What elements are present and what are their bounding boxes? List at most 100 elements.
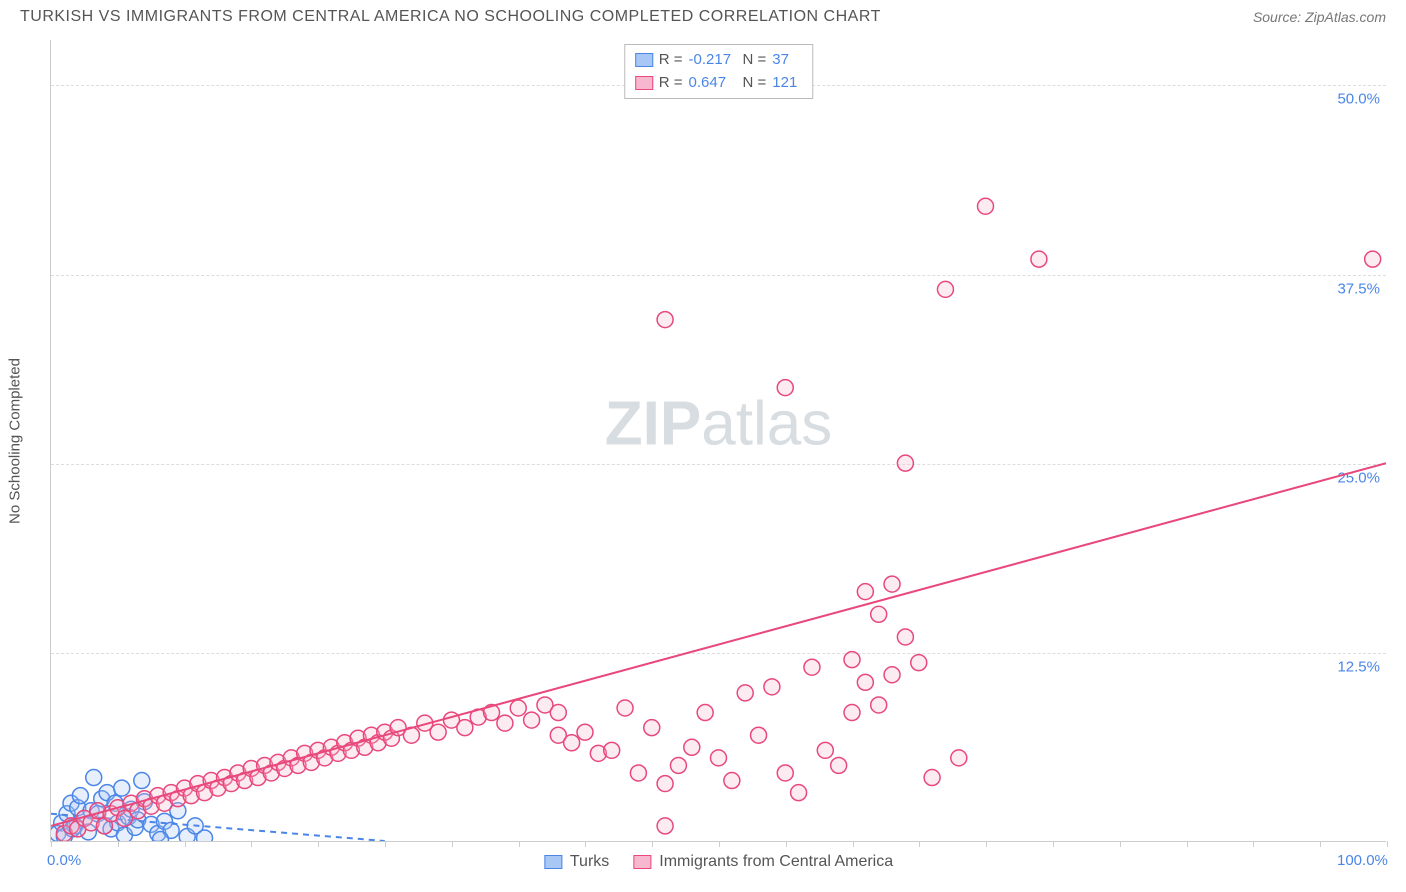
data-point <box>711 750 727 766</box>
regression-line <box>51 463 1386 826</box>
data-point <box>524 712 540 728</box>
data-point <box>897 629 913 645</box>
data-point <box>791 785 807 801</box>
x-tick-mark <box>51 841 52 847</box>
data-point <box>457 720 473 736</box>
r-label: R = <box>659 49 683 72</box>
x-tick-mark <box>919 841 920 847</box>
data-point <box>844 705 860 721</box>
plot-area: No Schooling Completed ZIPatlas R =-0.21… <box>50 40 1386 842</box>
data-point <box>152 831 168 841</box>
y-axis-label: No Schooling Completed <box>7 358 24 524</box>
n-label: N = <box>743 72 767 95</box>
data-point <box>550 705 566 721</box>
data-point <box>657 818 673 834</box>
legend-item: Immigrants from Central America <box>633 853 893 871</box>
x-tick-mark <box>1053 841 1054 847</box>
data-point <box>817 742 833 758</box>
data-point <box>978 198 994 214</box>
scatter-plot: ZIPatlas R =-0.217N =37R =0.647N =121 Tu… <box>50 40 1386 842</box>
r-value: -0.217 <box>689 49 737 72</box>
x-tick-mark <box>1187 841 1188 847</box>
data-point <box>497 715 513 731</box>
scatter-svg <box>51 40 1386 841</box>
data-point <box>114 780 130 796</box>
legend-label: Turks <box>570 853 609 871</box>
data-point <box>924 770 940 786</box>
x-tick-label: 0.0% <box>47 852 81 869</box>
legend-swatch <box>635 53 653 67</box>
x-tick-mark <box>652 841 653 847</box>
data-point <box>857 584 873 600</box>
x-tick-mark <box>986 841 987 847</box>
data-point <box>884 667 900 683</box>
x-tick-mark <box>118 841 119 847</box>
data-point <box>871 606 887 622</box>
data-point <box>777 765 793 781</box>
data-point <box>857 674 873 690</box>
data-point <box>430 724 446 740</box>
stats-row: R = 0.647 N =121 <box>635 72 803 95</box>
data-point <box>844 652 860 668</box>
source-attribution: Source: ZipAtlas.com <box>1253 9 1386 25</box>
x-tick-mark <box>853 841 854 847</box>
data-point <box>644 720 660 736</box>
data-point <box>630 765 646 781</box>
data-point <box>911 655 927 671</box>
x-tick-mark <box>519 841 520 847</box>
data-point <box>670 757 686 773</box>
data-point <box>577 724 593 740</box>
data-point <box>804 659 820 675</box>
x-tick-mark <box>585 841 586 847</box>
x-tick-mark <box>318 841 319 847</box>
n-label: N = <box>743 49 767 72</box>
series-legend: Turks Immigrants from Central America <box>544 853 893 871</box>
x-tick-mark <box>1387 841 1388 847</box>
r-value: 0.647 <box>689 72 737 95</box>
data-point <box>657 776 673 792</box>
legend-swatch <box>544 855 562 869</box>
x-tick-mark <box>786 841 787 847</box>
data-point <box>697 705 713 721</box>
chart-title: TURKISH VS IMMIGRANTS FROM CENTRAL AMERI… <box>20 8 881 26</box>
data-point <box>684 739 700 755</box>
x-tick-mark <box>385 841 386 847</box>
data-point <box>72 788 88 804</box>
legend-label: Immigrants from Central America <box>659 853 893 871</box>
n-value: 37 <box>772 49 802 72</box>
data-point <box>764 679 780 695</box>
data-point <box>724 773 740 789</box>
data-point <box>737 685 753 701</box>
data-point <box>510 700 526 716</box>
x-tick-mark <box>719 841 720 847</box>
data-point <box>657 312 673 328</box>
x-tick-label: 100.0% <box>1337 852 1388 869</box>
x-tick-mark <box>452 841 453 847</box>
stats-row: R = -0.217 N =37 <box>635 49 803 72</box>
r-label: R = <box>659 72 683 95</box>
data-point <box>777 380 793 396</box>
data-point <box>197 830 213 841</box>
data-point <box>951 750 967 766</box>
legend-item: Turks <box>544 853 609 871</box>
data-point <box>86 770 102 786</box>
x-tick-mark <box>1253 841 1254 847</box>
legend-swatch <box>635 76 653 90</box>
data-point <box>937 281 953 297</box>
data-point <box>871 697 887 713</box>
data-point <box>751 727 767 743</box>
x-tick-mark <box>185 841 186 847</box>
data-point <box>884 576 900 592</box>
data-point <box>617 700 633 716</box>
legend-swatch <box>633 855 651 869</box>
correlation-stats-legend: R = -0.217 N =37 R = 0.647 N =121 <box>624 44 814 99</box>
data-point <box>1365 251 1381 267</box>
x-tick-mark <box>1320 841 1321 847</box>
n-value: 121 <box>772 72 802 95</box>
data-point <box>1031 251 1047 267</box>
data-point <box>831 757 847 773</box>
data-point <box>134 773 150 789</box>
x-tick-mark <box>251 841 252 847</box>
data-point <box>564 735 580 751</box>
data-point <box>604 742 620 758</box>
